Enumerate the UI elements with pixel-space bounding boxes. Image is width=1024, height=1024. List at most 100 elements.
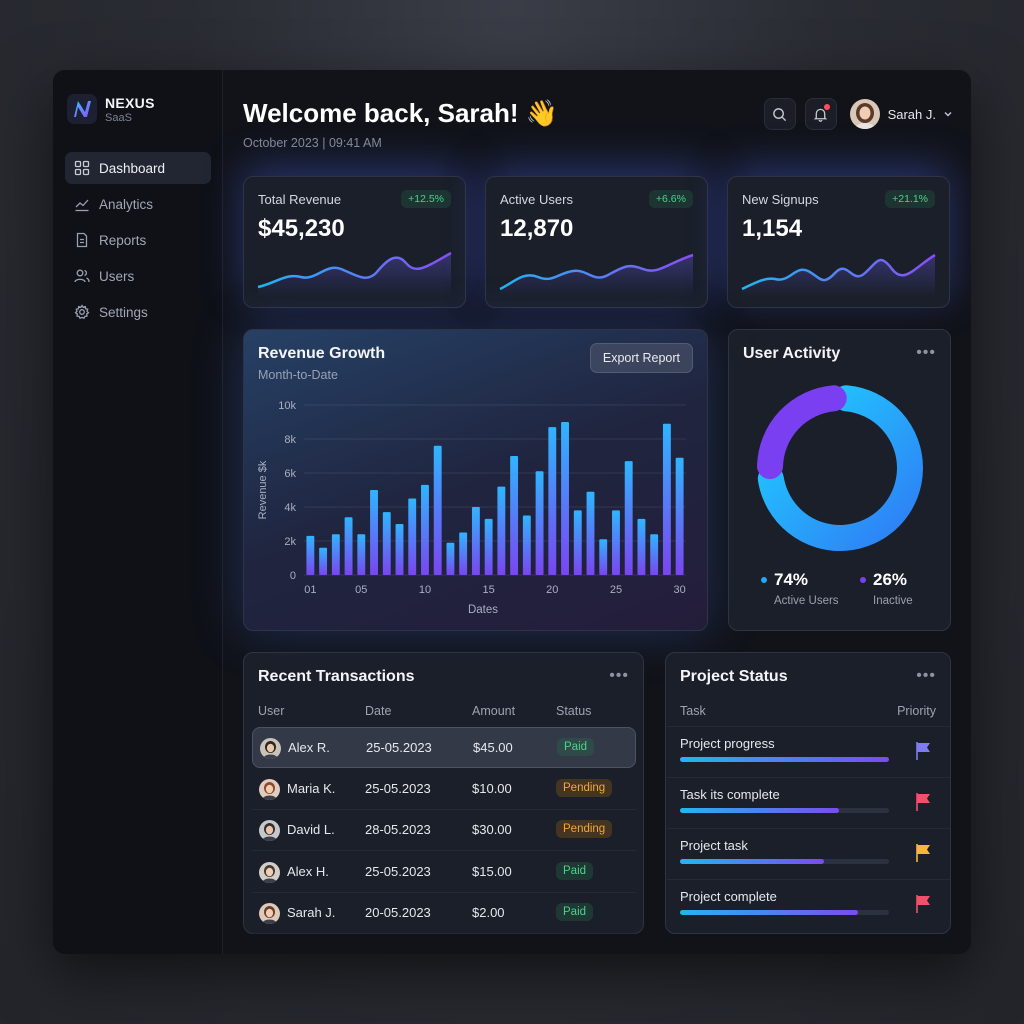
user-menu[interactable]: Sarah J. — [849, 99, 953, 129]
bar[interactable] — [612, 510, 620, 575]
bar[interactable] — [573, 510, 582, 575]
x-tick-label: 20 — [546, 584, 558, 596]
export-report-button[interactable]: Export Report — [589, 343, 693, 373]
column-header-date[interactable]: Date — [365, 704, 392, 718]
column-header-amount[interactable]: Amount — [472, 704, 516, 718]
x-tick-label: 25 — [610, 584, 622, 596]
bar[interactable] — [395, 524, 404, 575]
table-row[interactable]: Alex R. 25-05.2023 $45.00 Paid — [252, 727, 636, 768]
amount-cell: $30.00 — [472, 822, 512, 837]
list-item[interactable]: Project complete — [667, 879, 950, 930]
sidebar-item-reports[interactable]: Reports — [65, 224, 211, 256]
stat-card-active-users[interactable]: Active Users +6.6% 12,870 — [485, 176, 708, 308]
search-icon — [773, 107, 787, 121]
bar[interactable] — [497, 486, 506, 575]
bar[interactable] — [662, 423, 671, 575]
sidebar-nav: Dashboard Analytics Reports Users — [65, 152, 211, 332]
status-badge: Paid — [557, 738, 595, 756]
flag-icon — [916, 742, 930, 760]
y-tick-label: 6k — [284, 468, 296, 480]
project-status-card: Project Status ••• Task Priority Project… — [665, 652, 951, 934]
bar[interactable] — [331, 534, 340, 575]
date-cell: 25-05.2023 — [365, 863, 431, 879]
bar[interactable] — [408, 498, 417, 576]
bar[interactable] — [471, 507, 480, 575]
bar[interactable] — [599, 539, 608, 575]
bar[interactable] — [344, 517, 353, 575]
notifications-button[interactable] — [804, 98, 837, 130]
card-title: User Activity — [743, 345, 841, 362]
bar[interactable] — [624, 461, 633, 575]
bell-icon — [813, 108, 828, 122]
task-name: Task its complete — [680, 787, 780, 802]
more-options-icon[interactable]: ••• — [916, 667, 936, 684]
sidebar-item-analytics[interactable]: Analytics — [65, 188, 211, 220]
bar[interactable] — [484, 518, 493, 575]
search-button[interactable] — [763, 98, 796, 130]
change-badge: +6.6% — [648, 190, 693, 208]
brand[interactable]: NEXUS SaaS — [67, 94, 155, 124]
progress-bar — [680, 859, 889, 864]
bar[interactable] — [650, 534, 659, 575]
bar[interactable] — [586, 491, 595, 575]
bar[interactable] — [510, 456, 519, 575]
bar[interactable] — [561, 422, 569, 575]
main-content: Welcome back, Sarah! 👋 October 2023 | 09… — [223, 70, 971, 954]
grid-icon — [74, 160, 90, 176]
column-header-status[interactable]: Status — [556, 704, 592, 718]
bar[interactable] — [459, 532, 468, 576]
list-item[interactable]: Project task — [667, 828, 950, 879]
list-item[interactable]: Project progress — [667, 726, 950, 777]
sidebar-item-label: Reports — [99, 232, 147, 248]
trend-icon — [75, 199, 89, 212]
x-tick-label: 05 — [355, 584, 367, 596]
bar[interactable] — [357, 534, 366, 575]
bar[interactable] — [548, 427, 557, 575]
y-tick-label: 4k — [284, 502, 296, 514]
table-row[interactable]: Alex H. 25-05.2023 $15.00 Paid — [252, 852, 636, 893]
bar[interactable] — [433, 445, 442, 575]
stat-label: New Signups — [742, 192, 819, 207]
bar[interactable] — [382, 512, 391, 575]
user-activity-card: User Activity ••• 74% Active Users 26% I… — [728, 329, 951, 631]
revenue-growth-card: Revenue Growth Month-to-Date Export Repo… — [243, 329, 708, 631]
bar[interactable] — [306, 535, 315, 575]
y-tick-label: 2k — [284, 536, 296, 548]
stat-card-new-signups[interactable]: New Signups +21.1% 1,154 — [727, 176, 950, 308]
y-tick-label: 0 — [290, 570, 296, 582]
sidebar-item-settings[interactable]: Settings — [65, 296, 211, 328]
bar[interactable] — [535, 471, 544, 575]
bar[interactable] — [446, 542, 455, 575]
bar[interactable] — [637, 518, 646, 575]
sidebar-item-dashboard[interactable]: Dashboard — [65, 152, 211, 184]
table-row[interactable]: Maria K. 25-05.2023 $10.00 Pending — [252, 769, 636, 810]
list-item[interactable]: Task its complete — [667, 777, 950, 828]
user-name: Maria K. — [287, 780, 336, 796]
more-options-icon[interactable]: ••• — [609, 667, 629, 684]
avatar — [259, 778, 280, 800]
more-options-icon[interactable]: ••• — [916, 344, 936, 361]
bar[interactable] — [675, 457, 684, 575]
table-row[interactable]: David L. 28-05.2023 $30.00 Pending — [252, 810, 636, 851]
avatar — [849, 99, 880, 129]
user-name: Sarah J. — [287, 905, 336, 920]
sidebar-item-label: Analytics — [99, 196, 154, 212]
sidebar-item-users[interactable]: Users — [65, 260, 211, 292]
column-header-user[interactable]: User — [258, 704, 285, 718]
stat-card-revenue[interactable]: Total Revenue +12.5% $45,230 — [243, 176, 466, 308]
progress-fill — [680, 808, 839, 813]
date-cell: 28-05.2023 — [365, 822, 431, 837]
column-header-task: Task — [680, 704, 706, 718]
bar[interactable] — [421, 484, 429, 575]
progress-bar — [680, 808, 889, 813]
bar[interactable] — [522, 515, 531, 576]
bar[interactable] — [319, 547, 328, 575]
logo-icon — [67, 94, 97, 124]
activity-donut-chart — [757, 385, 923, 551]
table-row[interactable]: Sarah J. 20-05.2023 $2.00 Paid — [252, 893, 636, 934]
document-icon — [76, 232, 88, 248]
x-tick-label: 10 — [419, 584, 431, 596]
change-badge: +12.5% — [401, 190, 451, 208]
bar[interactable] — [370, 490, 378, 575]
legend-inactive: 26% Inactive — [860, 570, 913, 607]
